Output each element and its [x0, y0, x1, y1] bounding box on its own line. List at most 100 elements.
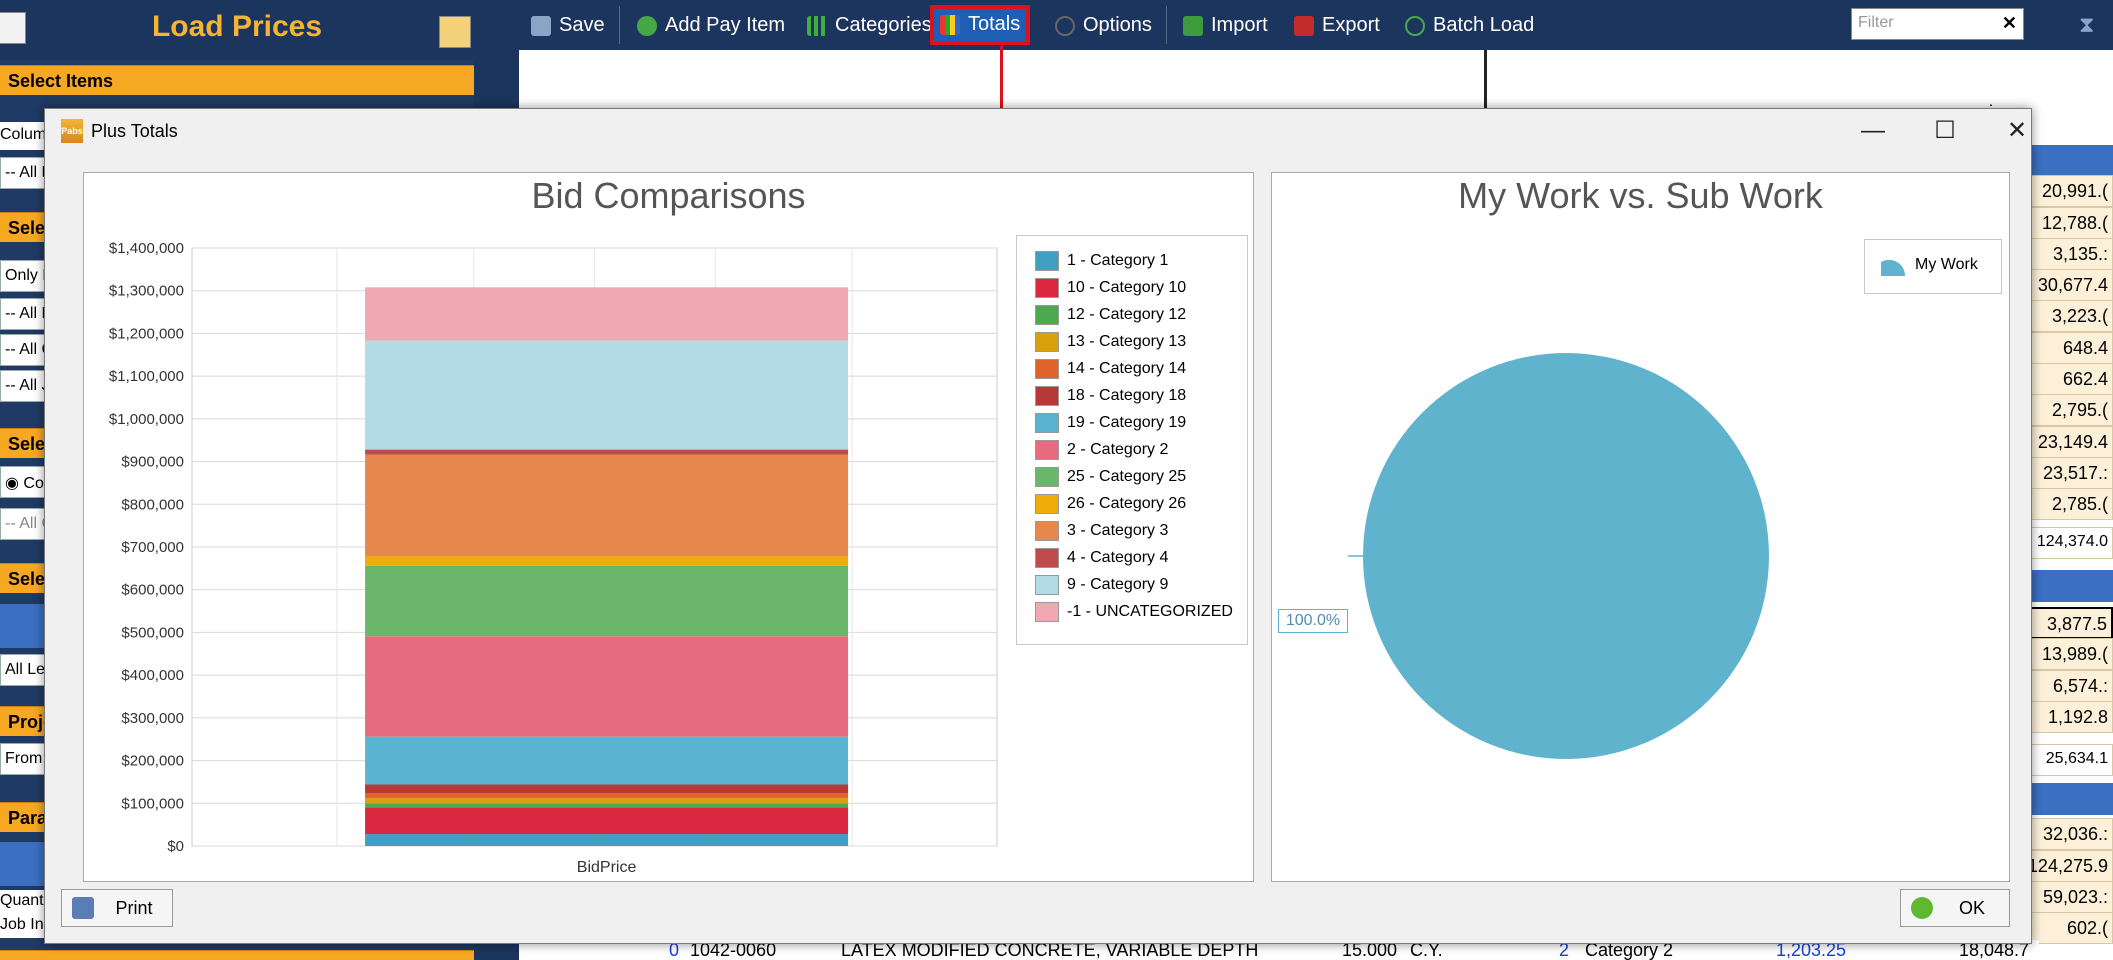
row-qty-link[interactable]: 0 [669, 940, 680, 960]
dialog-title: Plus Totals [91, 121, 178, 141]
import-label: Import [1211, 14, 1268, 36]
export-button[interactable]: Export [1294, 6, 1380, 44]
y-tick-label: $0 [167, 838, 184, 855]
legend-swatch [1035, 601, 1059, 622]
y-tick-label: $900,000 [121, 454, 184, 471]
import-icon [1183, 15, 1203, 36]
bar-segment [365, 736, 849, 785]
bar-segment [365, 454, 849, 557]
add-pay-item-label: Add Pay Item [665, 14, 786, 36]
y-tick-label: $1,200,000 [109, 325, 184, 342]
clear-filter-icon[interactable]: ✕ [2001, 13, 2017, 33]
pie-slice-icon [1881, 259, 1906, 276]
hourglass-icon[interactable]: ⧗ [2079, 12, 2095, 37]
row-price[interactable]: 1,203.25 [1776, 940, 1847, 960]
batch-load-button[interactable]: Batch Load [1405, 6, 1534, 44]
categories-label: Categories [835, 14, 932, 36]
save-button[interactable]: Save [531, 6, 605, 44]
bar-segment [365, 340, 849, 450]
print-button[interactable]: Print [61, 889, 173, 927]
legend-item: 4 - Category 4 [1035, 547, 1168, 569]
totals-label: Totals [968, 13, 1021, 35]
legend-item: 26 - Category 26 [1035, 493, 1186, 515]
bar-segment [365, 784, 849, 794]
radio-label: Co [23, 475, 44, 492]
bar-chart-icon [940, 14, 960, 35]
maximize-button[interactable]: ☐ [1934, 117, 1956, 144]
bar-segment [365, 565, 849, 637]
x-tick-label: BidPrice [577, 859, 637, 876]
row-unit: C.Y. [1410, 940, 1443, 960]
y-tick-label: $500,000 [121, 624, 184, 641]
legend-label: 4 - Category 4 [1067, 549, 1169, 566]
bar-segment [365, 556, 849, 566]
legend-swatch [1035, 439, 1059, 460]
legend-item: 2 - Category 2 [1035, 439, 1168, 461]
legend-swatch [1035, 331, 1059, 352]
legend-swatch [1035, 385, 1059, 406]
filter-placeholder: Filter [1858, 14, 1894, 31]
legend-label: 12 - Category 12 [1067, 306, 1187, 323]
y-tick-label: $800,000 [121, 496, 184, 513]
ok-button[interactable]: OK [1900, 889, 2010, 927]
legend-swatch [1035, 277, 1059, 298]
legend-item: -1 - UNCATEGORIZED [1035, 601, 1233, 623]
ok-label: OK [1958, 898, 1985, 918]
save-label: Save [559, 14, 605, 36]
add-pay-item-button[interactable]: Add Pay Item [637, 6, 785, 44]
legend-item: 12 - Category 12 [1035, 304, 1186, 326]
totals-dialog: Pabs Plus Totals — ☐ ✕ Bid Comparisons $… [44, 108, 2032, 944]
y-tick-label: $1,000,000 [109, 411, 184, 428]
pie-chart-plot [1348, 353, 1769, 759]
pie-slice-percent-label: 100.0% [1278, 609, 1348, 633]
categories-icon [807, 15, 827, 36]
legend-item: 3 - Category 3 [1035, 520, 1168, 542]
app-menu-icon[interactable] [0, 12, 26, 44]
import-button[interactable]: Import [1183, 6, 1268, 44]
app-title: Load Prices [151, 10, 323, 43]
legend-item: 10 - Category 10 [1035, 277, 1186, 299]
pie-chart-title: My Work vs. Sub Work [1458, 175, 1823, 216]
legend-item: 14 - Category 14 [1035, 358, 1186, 380]
row-item: 1042-0060 [690, 940, 777, 960]
toolbar-separator [1166, 6, 1167, 44]
grid-bottom-row[interactable]: 0 1042-0060 LATEX MODIFIED CONCRETE, VAR… [519, 940, 2039, 960]
y-tick-label: $600,000 [121, 582, 184, 599]
legend-swatch [1035, 250, 1059, 271]
y-tick-label: $1,400,000 [109, 240, 184, 257]
y-tick-label: $1,300,000 [109, 283, 184, 300]
legend-item: 19 - Category 19 [1035, 412, 1186, 434]
y-tick-label: $200,000 [121, 753, 184, 770]
printer-icon [72, 897, 94, 919]
bar-chart-title: Bid Comparisons [531, 175, 806, 216]
bar-segment [365, 834, 849, 846]
open-folder-icon[interactable] [439, 16, 471, 48]
bar-segment [365, 636, 849, 737]
print-label: Print [115, 898, 153, 918]
save-icon [531, 15, 551, 36]
legend-swatch [1035, 412, 1059, 433]
y-tick-label: $700,000 [121, 539, 184, 556]
legend-swatch [1035, 358, 1059, 379]
totals-button[interactable]: Totals [930, 5, 1031, 45]
options-button[interactable]: Options [1055, 6, 1152, 44]
close-button[interactable]: ✕ [2006, 117, 2028, 144]
batch-load-label: Batch Load [1433, 14, 1535, 36]
legend-label: 9 - Category 9 [1067, 576, 1169, 593]
row-total: 18,048.7 [1959, 940, 2030, 960]
minimize-button[interactable]: — [1861, 117, 1885, 144]
legend-item: 9 - Category 9 [1035, 574, 1168, 596]
categories-button[interactable]: Categories [807, 6, 932, 44]
legend-item: 25 - Category 25 [1035, 466, 1186, 488]
legend-item: 13 - Category 13 [1035, 331, 1186, 353]
legend-swatch [1035, 574, 1059, 595]
row-qty: 15.000 [1342, 940, 1398, 960]
legend-swatch [1035, 466, 1059, 487]
section-select-items[interactable]: Select Items [0, 65, 474, 95]
row-num[interactable]: 2 [1559, 940, 1570, 960]
filter-input[interactable]: Filter ✕ [1851, 8, 2024, 40]
y-tick-label: $400,000 [121, 667, 184, 684]
radio-icon[interactable]: ◉ [5, 475, 24, 492]
bar-segment [365, 803, 849, 808]
dialog-app-icon: Pabs [61, 119, 83, 143]
